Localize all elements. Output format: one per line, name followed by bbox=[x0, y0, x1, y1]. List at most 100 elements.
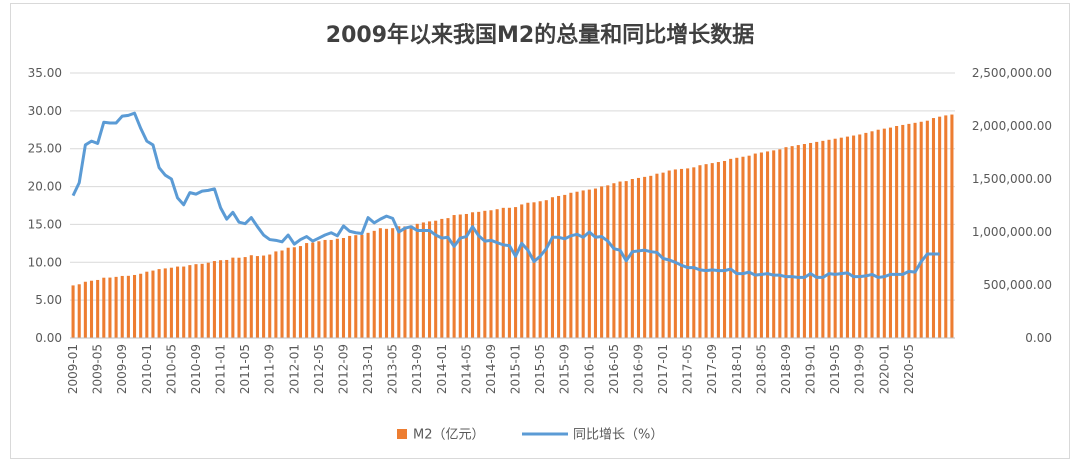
m2-bar bbox=[833, 138, 837, 338]
m2-bar bbox=[335, 238, 339, 338]
m2-bar bbox=[722, 160, 727, 338]
x-tick-label: 2019-01 bbox=[804, 344, 818, 394]
legend-m2-swatch bbox=[397, 429, 407, 439]
legend-m2-label: M2（亿元） bbox=[413, 428, 485, 443]
m2-bar bbox=[292, 247, 296, 338]
x-tick-label: 2010-01 bbox=[140, 344, 154, 394]
m2-bar bbox=[77, 284, 81, 338]
m2-bar bbox=[464, 213, 468, 338]
m2-bar bbox=[858, 134, 862, 338]
m2-bar bbox=[532, 202, 536, 338]
left-tick-label: 5.00 bbox=[35, 293, 62, 307]
legend-growth-label: 同比增长（%） bbox=[573, 428, 663, 443]
x-tick-label: 2018-01 bbox=[730, 344, 744, 394]
m2-bar bbox=[471, 212, 475, 338]
x-tick-label: 2014-05 bbox=[459, 344, 473, 394]
x-tick-label: 2015-09 bbox=[558, 344, 572, 394]
m2-bar bbox=[931, 118, 936, 338]
x-tick-label: 2013-09 bbox=[410, 344, 424, 394]
m2-bar bbox=[384, 228, 389, 338]
m2-bar bbox=[415, 223, 419, 338]
x-tick-label: 2018-05 bbox=[754, 344, 768, 394]
m2-bar bbox=[673, 169, 677, 338]
m2-bar bbox=[157, 269, 161, 338]
x-tick-label: 2009-05 bbox=[91, 344, 105, 394]
left-axis: 0.00 5.00 10.00 15.00 20.00 25.00 30.00 35.00 bbox=[28, 66, 62, 345]
m2-bar bbox=[686, 168, 690, 338]
m2-bar bbox=[188, 265, 192, 338]
m2-bar bbox=[274, 251, 278, 338]
m2-bar bbox=[145, 271, 149, 338]
m2-bar bbox=[852, 135, 856, 338]
m2-bar bbox=[815, 141, 819, 338]
right-tick-label: 2,000,000.00 bbox=[972, 119, 1052, 133]
m2-bar bbox=[323, 239, 327, 338]
m2-bar bbox=[649, 175, 653, 338]
m2-bar bbox=[581, 190, 585, 338]
m2-bar bbox=[618, 181, 622, 338]
m2-bar bbox=[550, 197, 554, 338]
m2-bar bbox=[735, 157, 739, 338]
m2-bar bbox=[710, 163, 714, 338]
left-tick-label: 10.00 bbox=[28, 255, 62, 269]
m2-bar bbox=[194, 264, 198, 338]
m2-bar bbox=[255, 256, 259, 338]
m2-bar bbox=[544, 200, 548, 338]
m2-bar bbox=[126, 275, 130, 338]
left-tick-label: 20.00 bbox=[28, 180, 62, 194]
m2-bar bbox=[501, 207, 505, 338]
legend: M2（亿元） 同比增长（%） bbox=[397, 428, 663, 443]
m2-bar bbox=[784, 147, 788, 338]
m2-bar bbox=[766, 151, 770, 338]
m2-bar bbox=[163, 268, 167, 338]
m2-bar bbox=[262, 255, 266, 338]
right-tick-label: 2,500,000.00 bbox=[972, 66, 1052, 80]
m2-bar bbox=[329, 239, 333, 338]
m2-bar bbox=[882, 128, 886, 338]
m2-bar bbox=[612, 183, 616, 338]
m2-bar bbox=[661, 172, 665, 338]
m2-bar bbox=[630, 179, 634, 338]
m2-bar bbox=[132, 274, 137, 338]
m2-bar bbox=[839, 137, 843, 338]
x-tick-label: 2015-01 bbox=[509, 344, 523, 394]
m2-bar bbox=[495, 209, 499, 338]
m2-bar bbox=[741, 156, 745, 338]
m2-bar bbox=[139, 273, 143, 338]
m2-bar bbox=[557, 195, 561, 338]
m2-bar bbox=[944, 115, 948, 339]
m2-bar bbox=[354, 235, 358, 338]
x-tick-label: 2012-05 bbox=[312, 344, 326, 394]
m2-bar bbox=[600, 186, 604, 338]
x-tick-label: 2020-01 bbox=[877, 344, 891, 394]
left-tick-label: 15.00 bbox=[28, 217, 62, 231]
m2-bar bbox=[716, 162, 720, 338]
growth-line bbox=[71, 111, 940, 279]
m2-bar bbox=[538, 201, 542, 338]
m2-bar bbox=[458, 214, 462, 338]
growth-line-path bbox=[71, 111, 940, 279]
m2-bar bbox=[821, 140, 825, 338]
m2-bar bbox=[268, 254, 272, 338]
m2-bar bbox=[71, 285, 75, 338]
m2-bar bbox=[249, 255, 253, 338]
m2-bar bbox=[593, 188, 598, 338]
m2-bars bbox=[71, 114, 954, 339]
m2-bar bbox=[704, 164, 708, 338]
m2-bar bbox=[563, 194, 567, 338]
m2-bar bbox=[888, 127, 893, 338]
m2-bar bbox=[753, 153, 757, 338]
m2-bar bbox=[108, 277, 112, 338]
m2-bar bbox=[827, 139, 831, 338]
m2-bar bbox=[83, 281, 87, 338]
m2-bar bbox=[864, 132, 868, 338]
left-tick-label: 0.00 bbox=[35, 331, 62, 345]
m2-bar bbox=[298, 246, 303, 338]
m2-bar bbox=[489, 210, 493, 338]
m2-bar bbox=[796, 145, 800, 338]
m2-bar bbox=[286, 247, 290, 338]
m2-bar bbox=[89, 280, 94, 338]
m2-bar bbox=[520, 204, 524, 338]
x-tick-label: 2019-05 bbox=[828, 344, 842, 394]
m2-bar bbox=[243, 257, 247, 338]
